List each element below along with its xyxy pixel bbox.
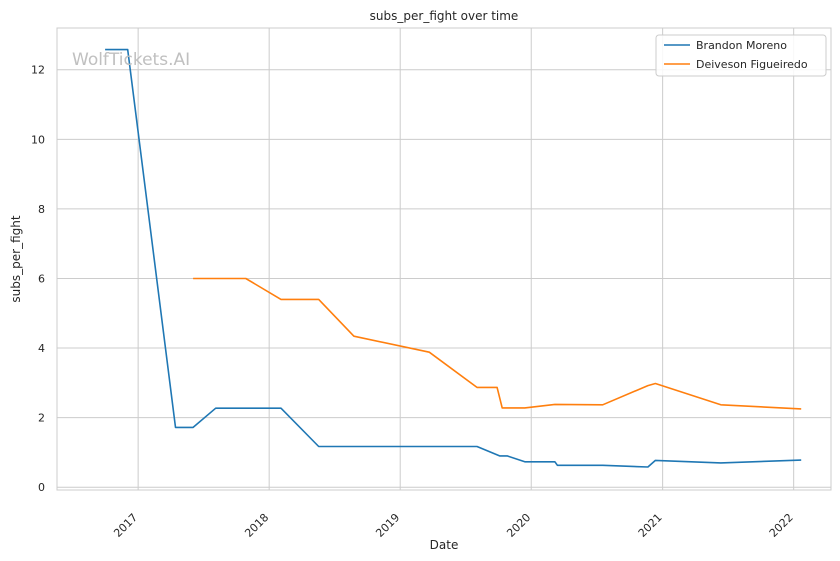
- x-axis-ticks: 2017 2018 2019 2020 2021 2022: [111, 511, 796, 540]
- x-tick-label: 2018: [242, 511, 271, 540]
- grid: [57, 28, 831, 490]
- series: [105, 48, 802, 468]
- y-tick-label: 8: [38, 203, 45, 216]
- y-tick-label: 4: [38, 342, 45, 355]
- legend-box: [655, 34, 827, 77]
- y-tick-label: 2: [38, 412, 45, 425]
- x-tick-label: 2019: [373, 511, 402, 540]
- y-axis-label: subs_per_fight: [9, 215, 23, 302]
- watermark: WolfTickets.AI: [72, 50, 190, 70]
- x-tick-label: 2020: [504, 511, 533, 540]
- legend-label-deiveson-figueiredo: Deiveson Figueiredo: [696, 58, 808, 71]
- x-axis-label: Date: [430, 538, 459, 552]
- series-line-brandon-moreno: [105, 48, 802, 468]
- x-tick-label: 2021: [636, 511, 665, 540]
- y-axis-ticks: 0 2 4 6 8 10 12: [31, 64, 45, 494]
- plot-frame: [56, 27, 832, 491]
- y-tick-label: 6: [38, 272, 45, 285]
- x-tick-label: 2017: [111, 511, 140, 540]
- y-tick-label: 10: [31, 133, 45, 146]
- series-line-deiveson-figueiredo: [193, 277, 802, 410]
- plot-background: [57, 28, 831, 490]
- x-tick-label: 2022: [767, 511, 796, 540]
- y-tick-label: 12: [31, 64, 45, 77]
- y-tick-label: 0: [38, 481, 45, 494]
- legend: Brandon Moreno Deiveson Figueiredo: [655, 34, 827, 77]
- chart-title: subs_per_fight over time: [370, 9, 519, 23]
- legend-label-brandon-moreno: Brandon Moreno: [696, 39, 787, 52]
